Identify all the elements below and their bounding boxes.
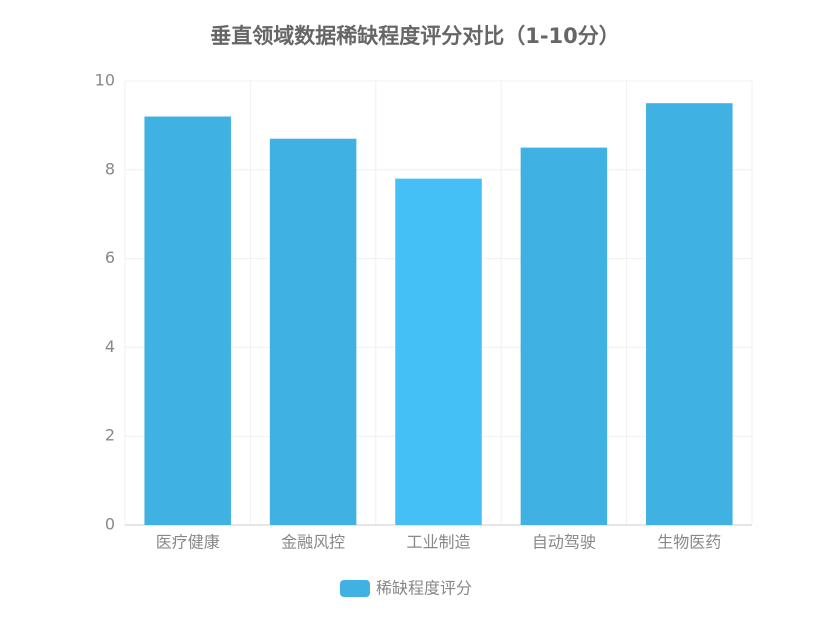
x-tick-label: 生物医药 xyxy=(657,533,721,552)
y-tick-label: 2 xyxy=(105,426,115,445)
bar xyxy=(520,147,608,525)
chart-title: 垂直领域数据稀缺程度评分对比（1-10分） xyxy=(210,24,620,48)
bar xyxy=(144,116,231,526)
legend-swatch xyxy=(340,580,370,597)
bar xyxy=(646,103,733,525)
x-tick-label: 自动驾驶 xyxy=(532,533,596,552)
y-tick-label: 10 xyxy=(95,71,115,90)
bar xyxy=(269,138,357,525)
y-tick-label: 4 xyxy=(105,337,115,356)
x-tick-label: 医疗健康 xyxy=(156,533,220,552)
y-tick-label: 6 xyxy=(105,248,115,267)
bar xyxy=(395,178,482,525)
legend-label: 稀缺程度评分 xyxy=(376,579,472,598)
x-tick-label: 工业制造 xyxy=(406,533,470,552)
y-tick-label: 8 xyxy=(105,159,115,178)
x-tick-label: 金融风控 xyxy=(281,533,345,552)
y-tick-label: 0 xyxy=(105,515,115,534)
